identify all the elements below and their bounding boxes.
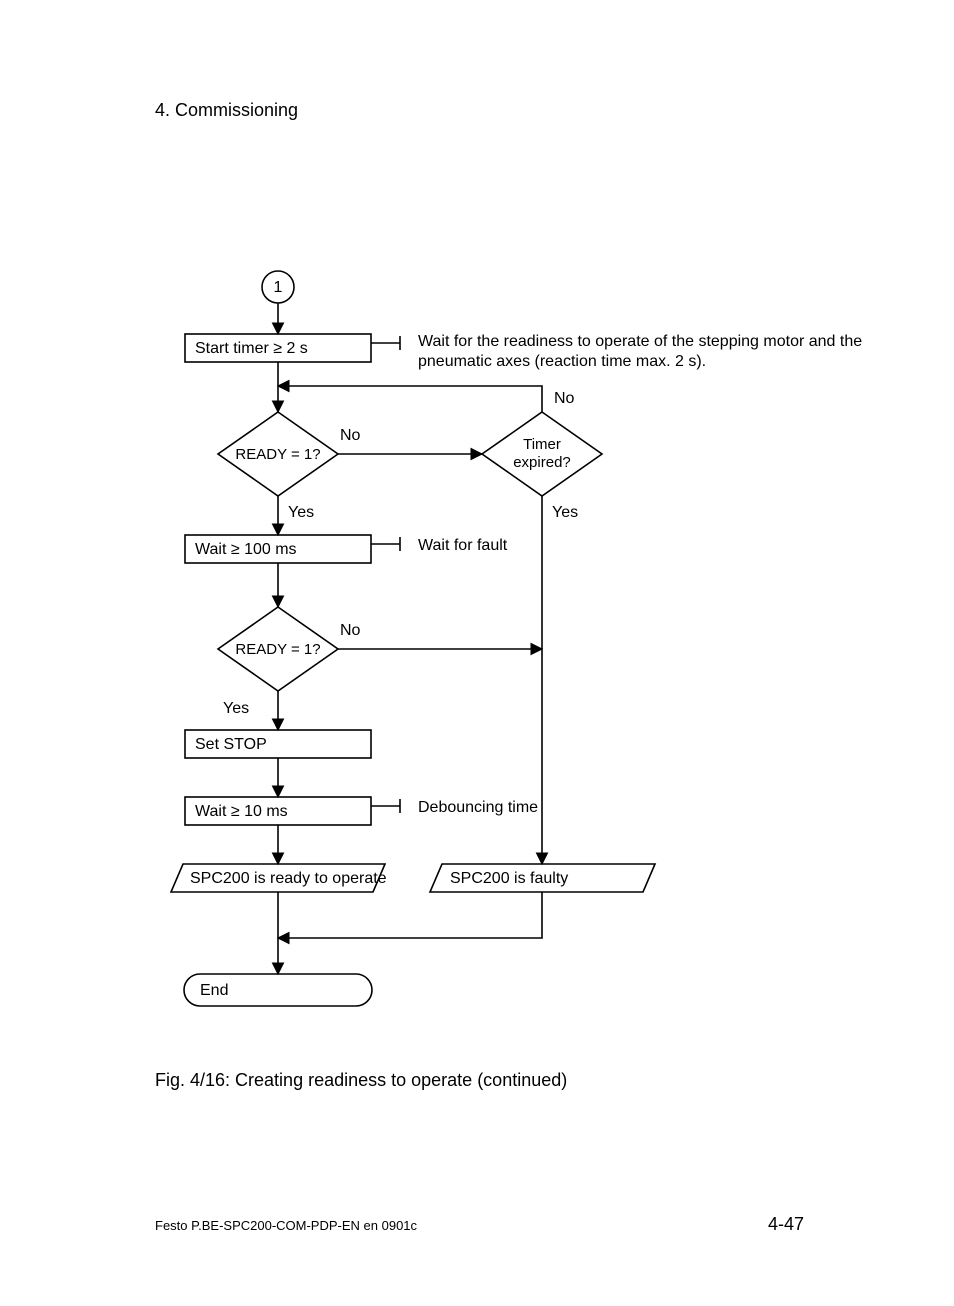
terminator-end-text: End — [200, 982, 228, 999]
box-set-stop-text: Set STOP — [195, 736, 267, 753]
note-wait-fault: Wait for fault — [418, 537, 508, 554]
decision-ready-1-yes: Yes — [288, 504, 314, 521]
page: 4. Commissioning 1 Start timer ≥ 2 s Wai… — [0, 0, 954, 1306]
edge — [278, 386, 542, 412]
box-wait-10-text: Wait ≥ 10 ms — [195, 803, 288, 820]
decision-ready-2-text: READY = 1? — [235, 641, 320, 658]
note-debouncing: Debouncing time — [418, 799, 538, 816]
decision-ready-1-no: No — [340, 427, 361, 444]
decision-timer-yes: Yes — [552, 504, 578, 521]
box-start-timer-text: Start timer ≥ 2 s — [195, 340, 308, 357]
figure-caption: Fig. 4/16: Creating readiness to operate… — [155, 1070, 567, 1091]
para-faulty-text: SPC200 is faulty — [450, 870, 568, 887]
decision-ready-2-no: No — [340, 622, 361, 639]
note-wait-readiness-l2: pneumatic axes (reaction time max. 2 s). — [418, 353, 706, 370]
footer-right: 4-47 — [768, 1214, 804, 1235]
note-wait-readiness-l1: Wait for the readiness to operate of the… — [418, 333, 862, 350]
decision-ready-2-yes: Yes — [223, 700, 249, 717]
flowchart: 1 Start timer ≥ 2 s Wait for the readine… — [0, 0, 954, 1306]
decision-timer-text-l1: Timer — [523, 436, 561, 453]
decision-ready-1-text: READY = 1? — [235, 446, 320, 463]
edge — [278, 892, 542, 938]
decision-timer-text-l2: expired? — [513, 454, 571, 471]
decision-timer-no: No — [554, 390, 575, 407]
box-wait-100-text: Wait ≥ 100 ms — [195, 541, 297, 558]
para-ready-text: SPC200 is ready to operate — [190, 870, 387, 887]
footer-left: Festo P.BE-SPC200-COM-PDP-EN en 0901c — [155, 1218, 417, 1233]
connector-label: 1 — [274, 279, 283, 296]
